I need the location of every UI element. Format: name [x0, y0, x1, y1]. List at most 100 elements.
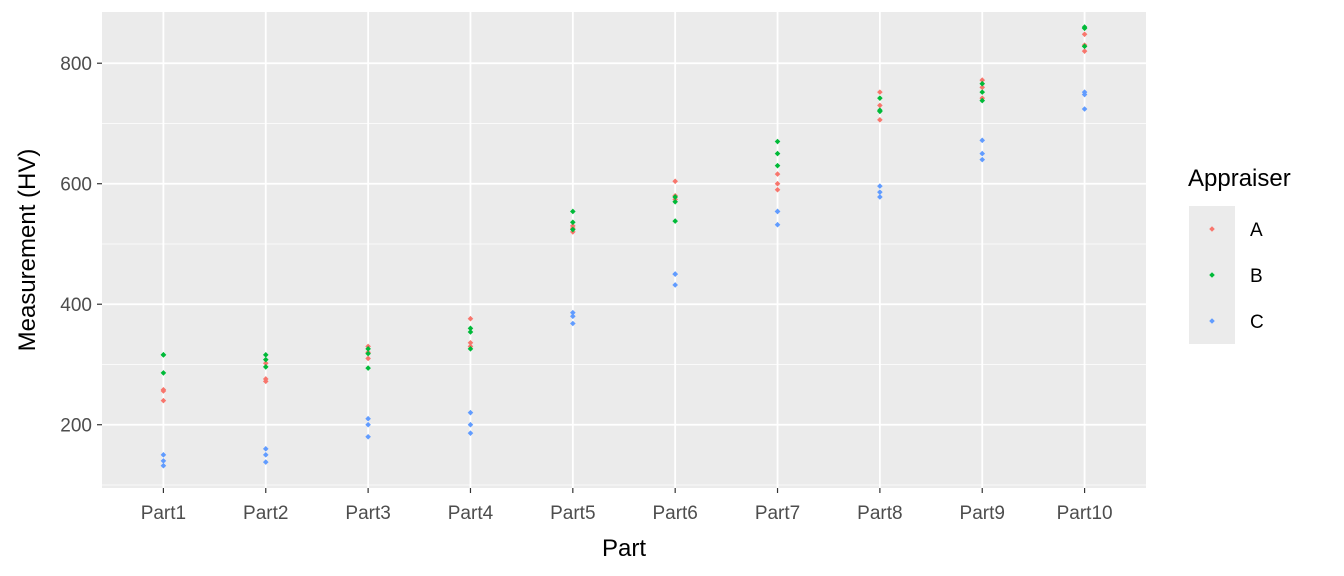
data-point-c [774, 208, 781, 215]
data-point-b [365, 350, 371, 357]
data-point-a [570, 223, 576, 229]
x-tick-label: Part3 [345, 503, 390, 524]
data-point-c [979, 150, 986, 157]
data-point-c [672, 282, 678, 288]
data-point-a [877, 102, 883, 109]
data-point-c [672, 271, 678, 277]
data-point-a [1081, 48, 1088, 54]
legend: Appraiser A B C [1188, 165, 1291, 344]
y-axis-title: Measurement (HV) [14, 149, 41, 352]
data-point-c [467, 409, 474, 416]
data-point-b [979, 89, 986, 95]
data-point-a [365, 355, 371, 362]
data-point-a [160, 397, 167, 404]
data-point-c [979, 156, 986, 163]
data-point-a [467, 339, 474, 346]
data-point-a [467, 315, 474, 322]
data-point-b [262, 356, 269, 363]
data-point-b [467, 346, 474, 352]
data-point-c [570, 320, 576, 327]
data-point-b [365, 365, 371, 371]
data-point-c [774, 221, 781, 228]
data-point-a [1081, 31, 1088, 38]
data-point-b [160, 370, 167, 376]
legend-label-b: B [1250, 266, 1263, 287]
x-tick-label: Part9 [960, 503, 1005, 524]
data-point-b [979, 80, 986, 87]
data-point-c [160, 458, 167, 464]
data-point-c [160, 452, 167, 458]
data-point-b [672, 218, 678, 224]
x-axis-title: Part [602, 535, 646, 562]
data-point-a [877, 117, 883, 123]
data-point-c [365, 433, 371, 440]
data-point-c [467, 430, 474, 436]
y-tick-label: 800 [60, 54, 92, 75]
y-tick-label: 600 [60, 175, 92, 196]
legend-title: Appraiser [1188, 165, 1291, 192]
data-point-a [979, 77, 986, 83]
data-point-a [262, 376, 269, 382]
legend-label-c: C [1250, 312, 1264, 333]
data-point-b [160, 352, 167, 358]
data-point-c [467, 421, 474, 428]
data-point-c [570, 313, 576, 320]
data-point-c [262, 446, 269, 452]
data-point-c [877, 183, 883, 189]
data-point-c [877, 189, 883, 195]
data-point-b [262, 364, 269, 370]
minor-gridlines [102, 123, 1146, 486]
data-point-b [672, 194, 678, 200]
data-point-a [672, 178, 678, 185]
data-point-c [262, 452, 269, 458]
x-tick-label: Part8 [857, 503, 902, 524]
y-tick-label: 200 [60, 416, 92, 437]
x-tick-label: Part1 [141, 503, 186, 524]
y-axis: 200 400 600 800 [60, 54, 102, 437]
data-point-a [160, 388, 167, 394]
data-point-b [1081, 43, 1088, 50]
x-tick-label: Part10 [1057, 503, 1113, 524]
data-point-b [1081, 25, 1088, 32]
data-point-c [365, 415, 371, 422]
data-point-c [1081, 106, 1088, 112]
x-axis: Part1 Part2 Part3 Part4 Part5 Part6 Part7 Part8… [141, 488, 1113, 524]
data-point-b [262, 352, 269, 358]
data-point-a [262, 360, 269, 367]
data-point-b [570, 226, 576, 233]
data-point-c [979, 137, 986, 144]
data-point-b [570, 219, 576, 226]
data-points [160, 24, 1088, 469]
data-point-c [262, 459, 269, 465]
x-tick-label: Part5 [550, 503, 595, 524]
x-tick-label: Part2 [243, 503, 288, 524]
data-point-b [570, 208, 576, 215]
x-tick-label: Part4 [448, 503, 494, 524]
data-point-b [877, 95, 883, 101]
data-point-b [467, 325, 474, 332]
legend-key-c [1209, 318, 1215, 324]
data-point-a [877, 89, 883, 95]
x-tick-label: Part6 [652, 503, 697, 524]
data-point-b [365, 346, 371, 352]
data-point-b [979, 97, 986, 104]
plot-panel [102, 12, 1146, 488]
data-point-c [570, 309, 576, 316]
legend-key-a [1209, 226, 1215, 232]
x-tick-label: Part7 [755, 503, 800, 524]
data-point-b [774, 162, 781, 169]
data-point-c [365, 421, 371, 428]
data-point-a [979, 84, 986, 91]
legend-label-a: A [1250, 220, 1263, 241]
data-point-b [774, 150, 781, 157]
y-tick-label: 400 [60, 295, 92, 316]
data-point-c [1081, 91, 1088, 98]
data-point-b [467, 329, 474, 335]
legend-key-b [1209, 272, 1215, 278]
data-point-a [774, 180, 781, 187]
data-point-c [877, 194, 883, 200]
data-point-b [877, 108, 883, 115]
data-point-c [160, 462, 167, 469]
major-gridlines [102, 12, 1146, 488]
